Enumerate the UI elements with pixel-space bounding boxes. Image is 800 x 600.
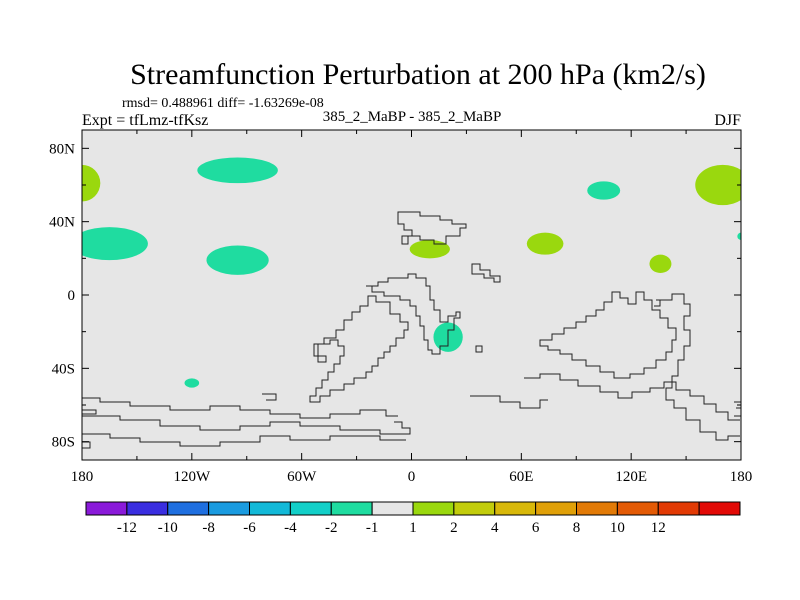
colorbar-label: 4 [491, 520, 499, 536]
coastline-antarctica-west-1 [82, 397, 398, 419]
coastline-new-zealand [656, 293, 740, 441]
colorbar-label: -1 [366, 520, 379, 536]
coastline-antarctica-west-2 [82, 415, 411, 435]
colorbar-labels: -12 -10 -8 -6 -4 -2 -1 1 2 4 6 8 10 12 [117, 520, 666, 536]
anomaly-region-5 [409, 240, 450, 259]
colorbar-box [371, 501, 414, 516]
colorbar [85, 501, 741, 516]
colorbar-box [576, 501, 618, 516]
y-tick-label: 80S [52, 435, 75, 451]
colorbar-label: -2 [325, 520, 338, 536]
x-tick-label: 180 [71, 469, 94, 485]
coastline-east-edge [734, 401, 741, 417]
y-tick-labels: 80N 40N 0 40S 80S [49, 141, 75, 450]
colorbar-box [208, 501, 250, 516]
case-label: 385_2_MaBP - 385_2_MaBP [323, 109, 502, 125]
colorbar-box [494, 501, 537, 516]
colorbar-box [412, 501, 455, 516]
colorbar-label: 8 [573, 520, 581, 536]
colorbar-box [616, 501, 659, 516]
x-tick-label: 60W [287, 469, 317, 485]
coastline-europe [397, 211, 467, 245]
stats-label: rmsd= 0.488961 diff= -1.63269e-08 [122, 96, 324, 111]
colorbar-label: -8 [202, 520, 215, 536]
y-tick-label: 40N [49, 215, 75, 231]
x-tick-labels: 180 120W 60W 0 60E 120E 180 [71, 469, 753, 485]
anomaly-region-8 [695, 164, 741, 206]
colorbar-box [330, 501, 373, 516]
colorbar-box [698, 501, 741, 516]
y-tick-label: 0 [68, 288, 76, 304]
coastlines [82, 211, 741, 449]
coastline-east-islands [654, 300, 661, 307]
tick-layer [81, 130, 742, 460]
colorbar-box [453, 501, 496, 516]
colorbar-label: 1 [409, 520, 417, 536]
colorbar-box [535, 501, 577, 516]
anomaly-layer [82, 157, 741, 388]
coastline-antarctica-west-5 [82, 409, 97, 415]
colorbar-label: -12 [117, 520, 137, 536]
colorbar-box [249, 501, 291, 516]
plot-background [82, 130, 741, 460]
coastline-south-america [309, 295, 409, 403]
chart-title: Streamfunction Perturbation at 200 hPa (… [130, 58, 706, 91]
anomaly-region-1 [82, 164, 101, 202]
anomaly-region-7 [587, 181, 621, 200]
colorbar-label: 12 [651, 520, 666, 536]
anomaly-region-4 [206, 245, 269, 275]
coastline-south-band [524, 373, 740, 421]
anomaly-region-3 [82, 227, 148, 261]
x-tick-label: 180 [730, 469, 753, 485]
x-tick-label: 60E [509, 469, 533, 485]
x-tick-label: 0 [408, 469, 416, 485]
x-tick-label: 120E [615, 469, 647, 485]
y-tick-label: 40S [52, 361, 75, 377]
experiment-label: Expt = tfLmz-tfKsz [82, 112, 208, 129]
colorbar-box [657, 501, 700, 516]
coastline-south-band-2 [470, 395, 548, 409]
colorbar-label: 10 [610, 520, 625, 536]
anomaly-region-12 [184, 378, 200, 388]
season-label: DJF [714, 112, 741, 129]
coastline-madagascar [475, 345, 483, 353]
colorbar-box [85, 501, 128, 516]
coastline-antarctica-west-3 [82, 433, 406, 447]
anomaly-region-10 [649, 254, 672, 273]
colorbar-box [289, 501, 332, 516]
coastline-australia [539, 291, 677, 379]
colorbar-label: -4 [284, 520, 297, 536]
coastline-small-islands [262, 393, 277, 401]
coastline-middle-east [471, 263, 501, 283]
anomaly-region-2 [197, 157, 278, 184]
colorbar-box [126, 501, 169, 516]
colorbar-label: 2 [450, 520, 458, 536]
plot-area [81, 129, 742, 461]
anomaly-region-6 [526, 232, 564, 255]
colorbar-label: 6 [532, 520, 540, 536]
y-tick-label: 80N [49, 141, 75, 157]
colorbar-box [167, 501, 210, 516]
colorbar-label: -10 [158, 520, 178, 536]
colorbar-label: -6 [243, 520, 256, 536]
anomaly-region-9 [737, 232, 741, 240]
coastline-africa [366, 273, 461, 355]
x-tick-label: 120W [173, 469, 211, 485]
